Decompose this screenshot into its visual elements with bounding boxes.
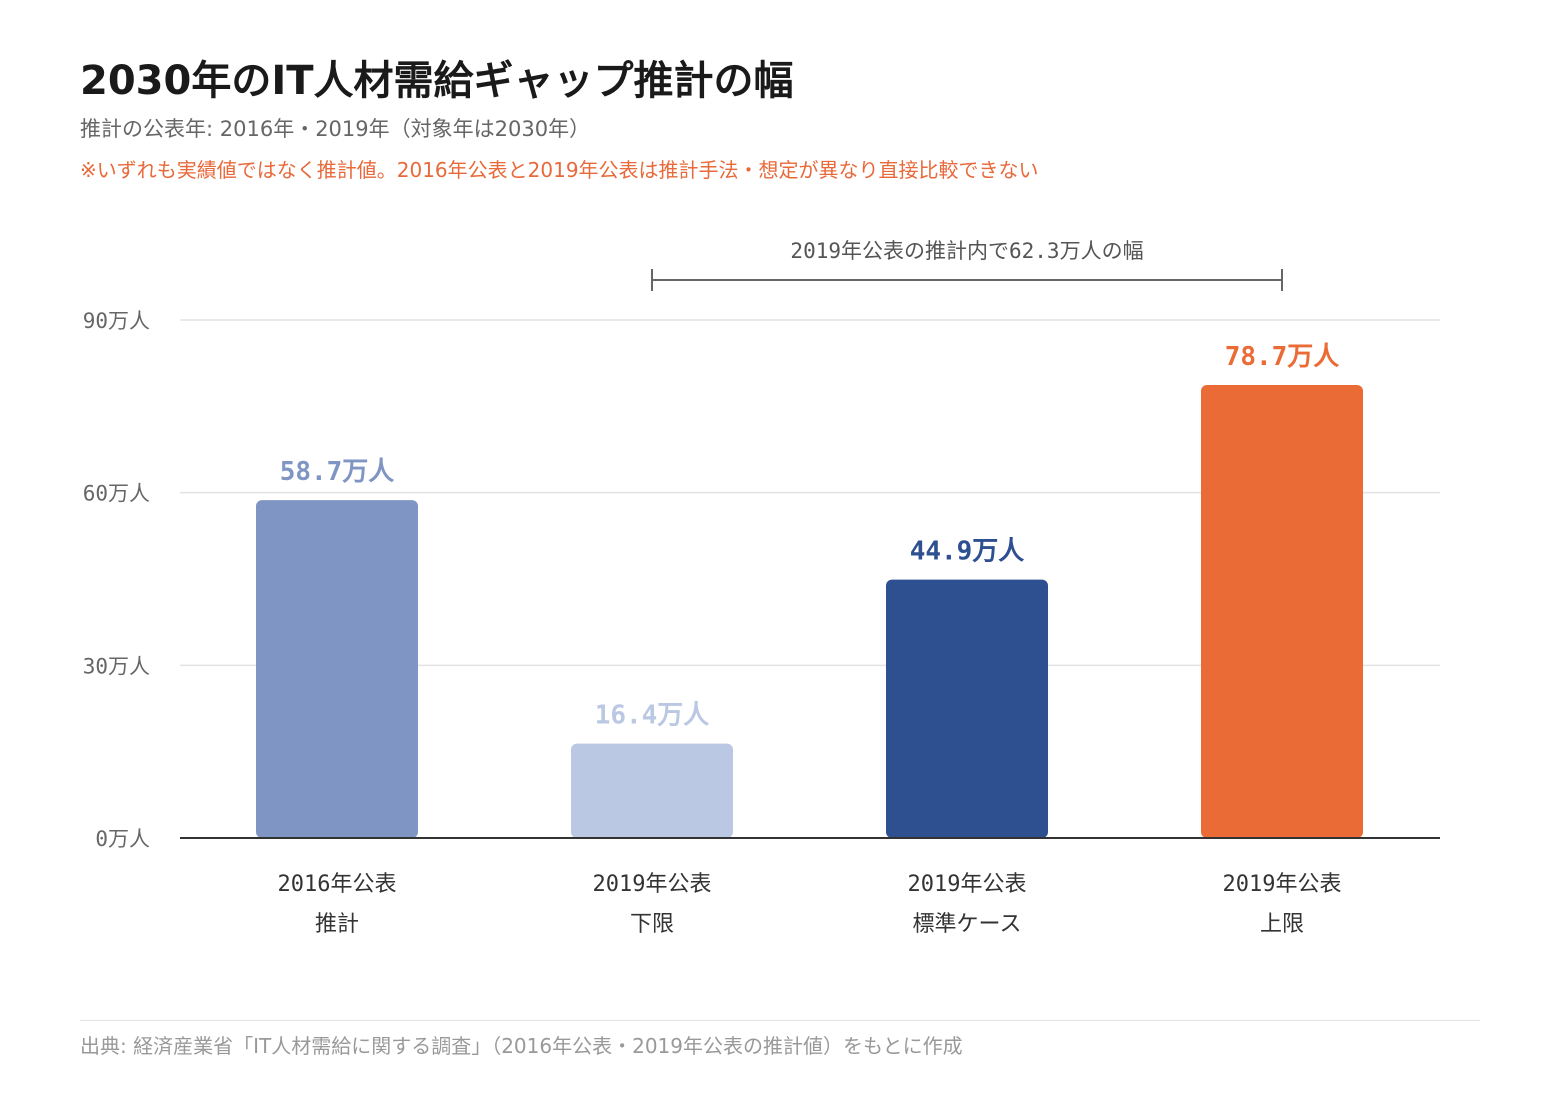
y-tick-label: 60万人 <box>83 482 150 506</box>
x-tick-label: 下限 <box>630 912 674 937</box>
chart-note: ※いずれも実績値ではなく推計値。2016年公表と2019年公表は推計手法・想定が… <box>80 158 1039 182</box>
x-tick-label: 2019年公表 <box>908 872 1027 897</box>
annotation-label: 2019年公表の推計内で62.3万人の幅 <box>790 239 1143 263</box>
bar <box>1201 385 1363 838</box>
y-tick-label: 90万人 <box>83 309 150 333</box>
x-tick-label: 推計 <box>315 912 359 937</box>
x-tick-label: 2016年公表 <box>278 872 397 897</box>
y-tick-label: 30万人 <box>83 654 150 678</box>
bar <box>571 743 733 838</box>
bar <box>886 579 1048 838</box>
source-note: 出典: 経済産業省「IT人材需給に関する調査」（2016年公表・2019年公表の… <box>80 1034 963 1058</box>
x-tick-label: 上限 <box>1260 912 1304 937</box>
footer-divider <box>80 1020 1480 1021</box>
bar-value-label: 16.4万人 <box>595 701 710 731</box>
x-tick-label: 2019年公表 <box>1223 872 1342 897</box>
bar-value-label: 78.7万人 <box>1225 342 1340 372</box>
x-tick-label: 2019年公表 <box>593 872 712 897</box>
bar-value-label: 44.9万人 <box>910 537 1025 567</box>
bar-value-label: 58.7万人 <box>280 457 395 487</box>
x-tick-label: 標準ケース <box>913 912 1022 937</box>
chart-title: 2030年のIT人材需給ギャップ推計の幅 <box>80 58 794 104</box>
y-tick-label: 0万人 <box>95 827 150 851</box>
bar-chart: 0万人 30万人 60万人 90万人 58.7万人 16.4万人 44.9万人 78.7万人 2… <box>83 239 1440 937</box>
bar <box>256 500 418 838</box>
chart-subtitle: 推計の公表年: 2016年・2019年（対象年は2030年） <box>80 117 591 141</box>
